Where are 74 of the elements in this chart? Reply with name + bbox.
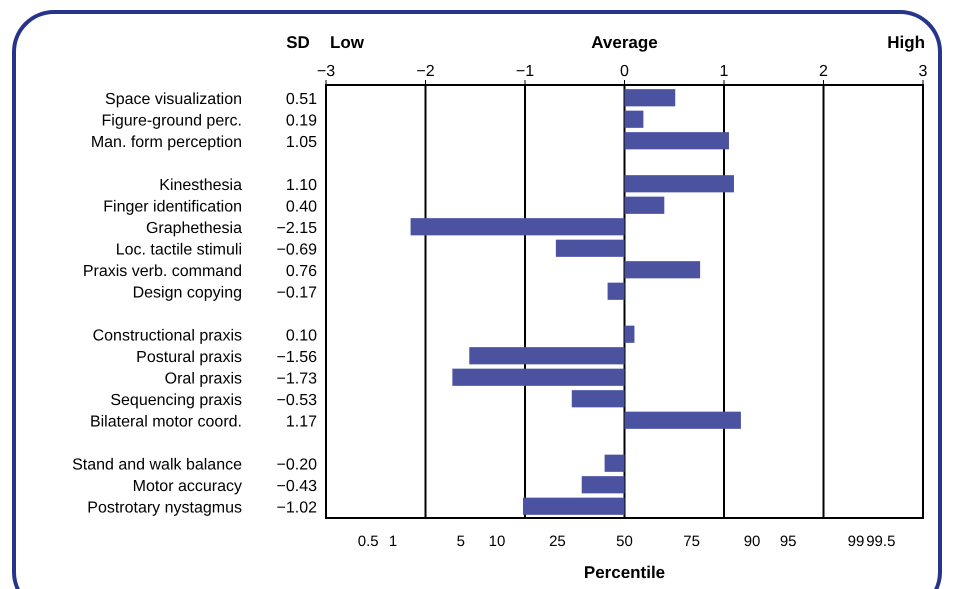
y-tick-label: Finger identification xyxy=(103,198,242,216)
y-tick-label: Constructional praxis xyxy=(92,327,242,344)
bar xyxy=(624,175,734,192)
bar xyxy=(582,476,624,494)
text: 95 xyxy=(780,533,797,550)
text: 75 xyxy=(683,533,700,550)
data-label: −1.73 xyxy=(276,370,318,388)
data-label: −2.15 xyxy=(276,220,318,237)
data-label: 0.76 xyxy=(286,262,318,280)
data-label: 0.10 xyxy=(286,327,318,344)
y-tick-label: Oral praxis xyxy=(164,370,242,388)
bar xyxy=(624,412,741,429)
bar xyxy=(624,261,700,278)
y-tick-label: Kinesthesia xyxy=(159,176,242,194)
x-tick-label: 3 xyxy=(918,63,928,80)
text: 25 xyxy=(549,533,566,550)
y-tick-label: Bilateral motor coord. xyxy=(90,413,242,430)
x-tick-label: 0 xyxy=(620,63,630,80)
data-label: 0.19 xyxy=(286,112,318,130)
y-tick-label: Postrotary nystagmus xyxy=(87,499,242,516)
data-label: 0.40 xyxy=(286,198,318,216)
x-tick-label: 2 xyxy=(819,63,828,80)
text: High xyxy=(887,33,925,52)
data-label: 1.10 xyxy=(286,176,318,194)
bar xyxy=(624,196,664,214)
data-label: 1.05 xyxy=(286,134,318,151)
bar xyxy=(624,110,644,128)
data-label: 1.17 xyxy=(286,413,318,430)
y-tick-label: Sequencing praxis xyxy=(110,392,242,409)
y-tick-label: Loc. tactile stimuli xyxy=(116,241,242,258)
y-tick-label: Man. form perception xyxy=(90,134,242,151)
data-label: −0.43 xyxy=(276,478,318,495)
bar xyxy=(556,240,624,257)
bar xyxy=(624,326,634,343)
text: 99.5 xyxy=(866,533,896,550)
bar xyxy=(452,368,624,386)
text: 0.5 xyxy=(358,533,379,550)
x-tick-label: 1 xyxy=(720,63,729,80)
bar xyxy=(608,282,624,300)
text: Average xyxy=(591,33,658,52)
text: Low xyxy=(330,33,365,52)
text: 10 xyxy=(488,533,506,550)
bar xyxy=(624,132,729,150)
text: 5 xyxy=(456,533,465,550)
text: 1 xyxy=(388,533,398,550)
x-tick-label: −3 xyxy=(316,63,336,80)
bar xyxy=(604,454,624,472)
data-label: 0.51 xyxy=(286,90,318,108)
bar xyxy=(523,498,624,515)
data-label: −0.20 xyxy=(276,456,318,474)
data-label: −1.02 xyxy=(276,499,318,516)
y-tick-label: Stand and walk balance xyxy=(72,456,242,474)
bar xyxy=(410,218,624,236)
data-label: −0.17 xyxy=(276,284,318,302)
bar xyxy=(469,347,624,364)
text: SD xyxy=(286,33,310,52)
bar xyxy=(624,89,676,106)
y-tick-label: Graphethesia xyxy=(146,220,242,237)
text: 99 xyxy=(848,533,864,550)
x-axis-title: Percentile xyxy=(584,563,666,582)
bar xyxy=(572,390,624,408)
y-tick-label: Motor accuracy xyxy=(132,478,242,495)
text: 50 xyxy=(616,533,633,550)
data-label: −0.69 xyxy=(276,241,318,258)
data-label: −0.53 xyxy=(276,392,318,409)
data-label: −1.56 xyxy=(276,348,318,366)
x-tick-label: −1 xyxy=(516,63,534,80)
y-tick-label: Design copying xyxy=(132,284,242,302)
y-tick-label: Space visualization xyxy=(105,90,242,108)
x-tick-label: −2 xyxy=(416,63,435,80)
y-tick-label: Figure-ground perc. xyxy=(101,112,242,130)
text: 90 xyxy=(744,533,760,550)
y-tick-label: Postural praxis xyxy=(136,348,242,366)
y-tick-label: Praxis verb. command xyxy=(82,262,242,280)
